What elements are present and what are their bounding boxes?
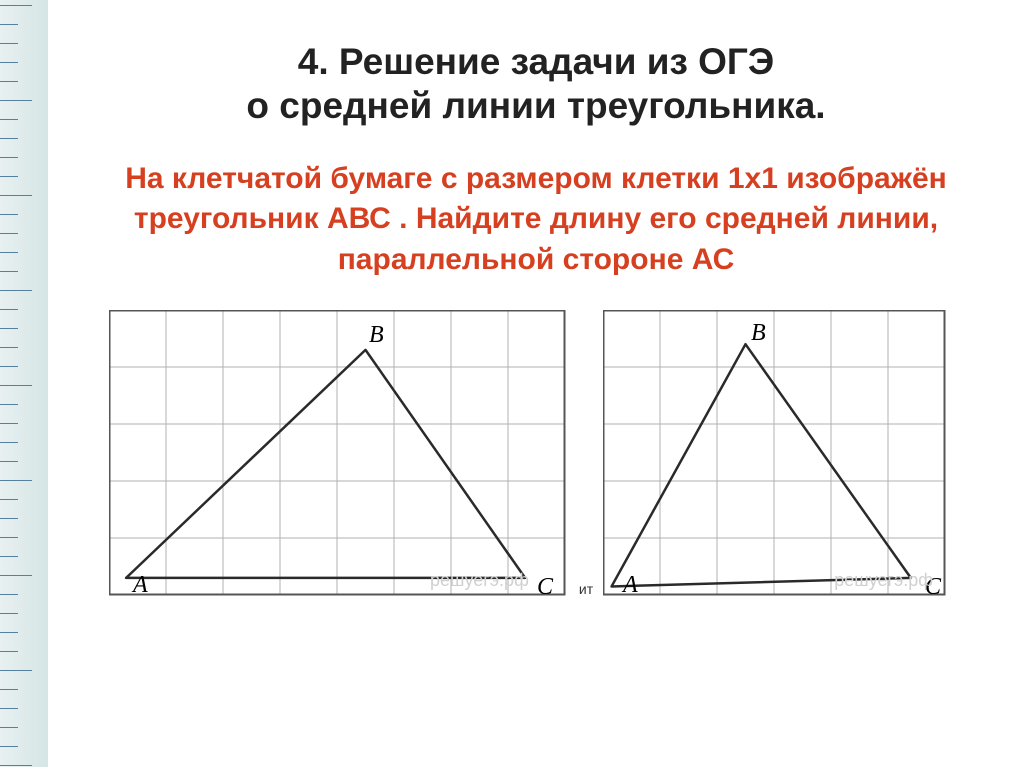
slide-title: 4. Решение задачи из ОГЭ о средней линии… (78, 40, 994, 129)
figure-1: ABC решуегэ.рф (109, 310, 569, 605)
figure-2: ABC решуегэ.рф (603, 310, 963, 605)
ruler-left (0, 0, 48, 767)
svg-text:B: B (751, 320, 766, 346)
svg-text:B: B (369, 322, 384, 348)
triangle-grid-2: A B C (603, 310, 963, 600)
title-line-2: о средней линии треугольника. (246, 85, 825, 126)
svg-text:C: C (537, 574, 554, 600)
svg-text:A: A (131, 572, 148, 598)
title-line-1: 4. Решение задачи из ОГЭ (298, 41, 774, 82)
figures-row: ABC решуегэ.рф ит ABC решуегэ.рф (78, 310, 994, 605)
triangle-grid-1: A B C (109, 310, 569, 600)
between-label: ит (579, 581, 593, 597)
svg-text:C: C (925, 574, 942, 600)
slide-content: 4. Решение задачи из ОГЭ о средней линии… (48, 0, 1024, 767)
problem-statement: На клетчатой бумаге с размером клетки 1х… (78, 159, 994, 281)
svg-text:A: A (621, 572, 638, 598)
